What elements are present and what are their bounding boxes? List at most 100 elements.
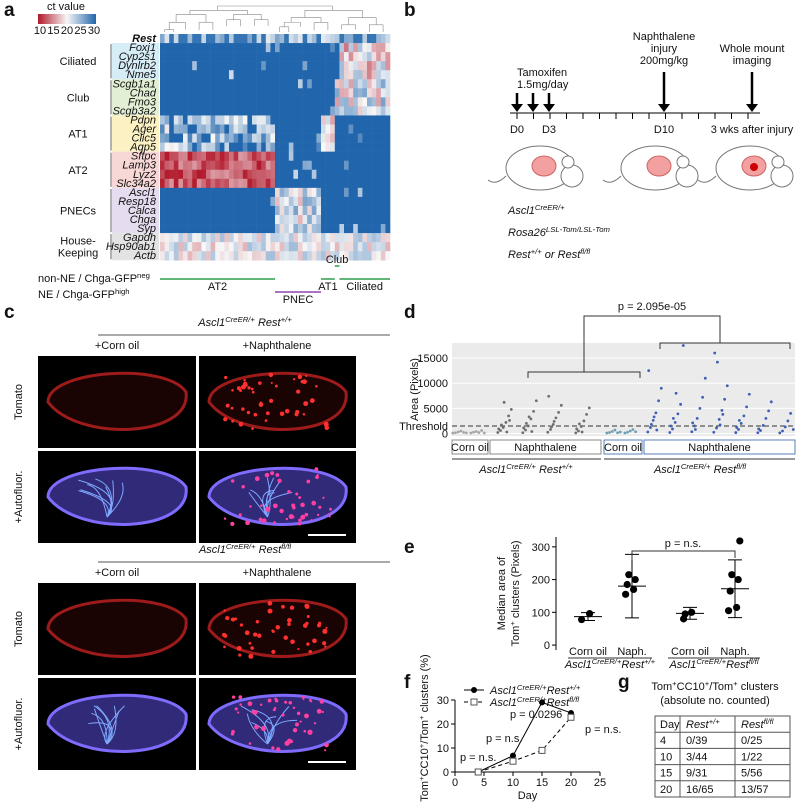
heatmap-cell (210, 124, 216, 134)
cluster-dot (306, 642, 310, 646)
heatmap-cell (362, 242, 368, 252)
heatmap-cell (265, 79, 271, 89)
heatmap-cell (321, 61, 326, 71)
cluster-dot (323, 421, 329, 427)
heatmap-cell (321, 79, 326, 89)
heatmap-cell (215, 61, 221, 71)
heatmap-cell (224, 79, 230, 89)
heatmap-cell (344, 151, 349, 161)
heatmap-cell (160, 124, 165, 134)
heatmap-cell (210, 187, 216, 198)
heatmap-cell (247, 224, 253, 234)
heatmap-cell (270, 70, 276, 80)
heatmap-cell (321, 224, 326, 234)
heatmap-cell (261, 178, 267, 189)
heatmap-cell (160, 70, 165, 80)
heatmap-cell (206, 133, 211, 143)
data-point (738, 419, 741, 422)
cluster-dot (260, 504, 263, 507)
heatmap-cell (178, 196, 184, 207)
cluster-dot (234, 707, 238, 711)
heatmap-cell (270, 142, 276, 152)
gene-label: Calca (128, 205, 156, 217)
heatmap-cell (311, 160, 317, 171)
heatmap-cell (321, 215, 326, 225)
heatmap-cell (256, 43, 262, 53)
lung-tomato (46, 371, 188, 431)
cluster-dot (238, 513, 242, 517)
heatmap-cell (353, 79, 359, 89)
heatmap-cell (242, 169, 248, 180)
cluster-dot (316, 708, 322, 714)
heatmap-cell (293, 233, 299, 243)
x-tick-label: Naph. (617, 646, 646, 658)
heatmap-cell (215, 133, 221, 143)
x-tick-label: Corn oil (671, 646, 709, 658)
heatmap-cell (270, 187, 276, 198)
lung-autofluor (46, 466, 188, 526)
treatment-label: imaging (733, 55, 772, 67)
arrow-head (511, 104, 523, 112)
gene-label: Dynlrb2 (118, 60, 156, 72)
data-point (718, 423, 722, 427)
heatmap-cell (242, 133, 248, 143)
heatmap-cell (298, 187, 303, 198)
heatmap-cell (325, 115, 331, 125)
heatmap-cell (233, 251, 239, 261)
heatmap-cell (367, 196, 372, 207)
heatmap-cell (371, 52, 377, 62)
heatmap-cell (275, 70, 280, 80)
heatmap-cell (238, 251, 244, 261)
heatmap-cell (348, 178, 354, 189)
heatmap-cell (178, 133, 184, 143)
heatmap-cell (376, 142, 382, 152)
data-point (778, 431, 782, 435)
superscript: CreER/+ (517, 683, 547, 692)
heatmap-cell (385, 196, 391, 207)
heatmap-cell (242, 79, 248, 89)
heatmap-cell (242, 88, 248, 98)
heatmap-cell (265, 242, 271, 252)
heatmap-cell (169, 169, 175, 180)
heatmap-cell (357, 34, 363, 44)
cluster-dot (272, 503, 278, 509)
heatmap-cell (330, 88, 336, 98)
data-point (725, 384, 729, 388)
heatmap-cell (371, 242, 377, 252)
population-label: non-NE / Chga-GFPneg (38, 271, 150, 286)
heatmap-cell (279, 196, 285, 207)
heatmap-cell (173, 34, 179, 44)
heatmap-cell (311, 106, 317, 116)
heatmap-cell (169, 224, 175, 234)
heatmap-cell (330, 169, 336, 180)
gene-label: Clic5 (132, 133, 157, 145)
heatmap-cell (288, 106, 294, 116)
data-point (739, 422, 743, 425)
heatmap-cell (169, 88, 175, 98)
heatmap-cell (215, 79, 221, 89)
heatmap-cell (201, 34, 207, 44)
heatmap-cell (334, 251, 340, 261)
heatmap-cell (288, 79, 294, 89)
heatmap-cell (284, 97, 290, 107)
heatmap-cell (385, 106, 391, 116)
heatmap-cell (183, 205, 188, 216)
heatmap-cell (362, 70, 368, 80)
cluster-dot (281, 713, 285, 717)
cluster-dot (298, 518, 302, 523)
heatmap-cell (256, 79, 262, 89)
heatmap-cell (284, 242, 290, 252)
heatmap-cell (293, 242, 299, 252)
heatmap-cell (215, 88, 221, 98)
heatmap-cell (265, 233, 271, 243)
heatmap-cell (298, 133, 303, 143)
cluster-dot (243, 379, 246, 382)
heatmap-cell (238, 151, 244, 161)
heatmap-cell (238, 215, 244, 225)
heatmap-cell (247, 115, 253, 125)
heatmap-cell (367, 242, 372, 252)
heatmap-cell (229, 61, 234, 71)
heatmap-cell (233, 52, 239, 62)
cluster-dot (231, 419, 235, 423)
heatmap-cell (367, 160, 372, 171)
